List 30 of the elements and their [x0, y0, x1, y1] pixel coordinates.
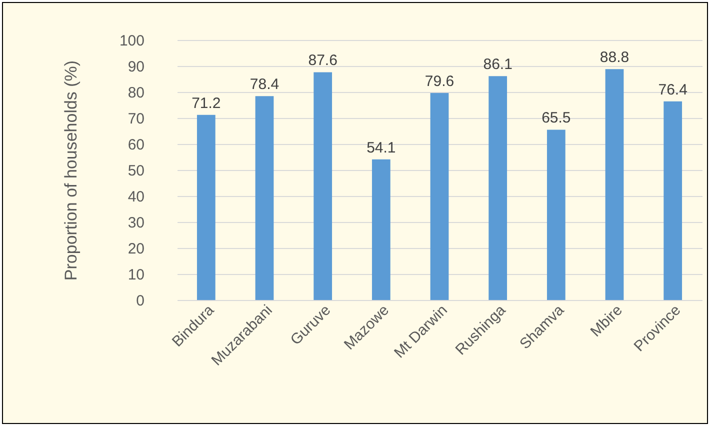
y-tick-label: 30 [128, 214, 144, 232]
y-tick-label: 10 [128, 266, 144, 284]
bar [605, 69, 624, 300]
bar [255, 96, 274, 300]
y-tick-label: 80 [128, 84, 144, 102]
data-label: 65.5 [542, 110, 571, 127]
data-label: 88.8 [600, 49, 630, 66]
y-tick-label: 100 [119, 32, 144, 50]
data-label: 71.2 [192, 94, 221, 112]
bar [314, 72, 332, 300]
bar [488, 76, 508, 300]
data-label: 87.6 [308, 52, 338, 70]
data-label: 78.4 [250, 76, 280, 94]
y-tick-label: 70 [128, 110, 144, 128]
bar [372, 159, 390, 300]
y-tick-label: 0 [136, 292, 144, 310]
y-tick-label: 40 [128, 188, 144, 206]
bar [196, 114, 216, 300]
data-label: 76.4 [658, 81, 688, 98]
data-label: 54.1 [366, 139, 396, 156]
bar [664, 101, 682, 300]
y-tick-label: 20 [128, 240, 144, 258]
bar [430, 93, 449, 300]
y-tick-label: 60 [128, 136, 144, 154]
y-axis-title: Proportion of households (%) [61, 60, 80, 281]
data-label: 86.1 [483, 56, 512, 74]
bar [546, 130, 566, 300]
y-tick-label: 90 [128, 58, 144, 76]
data-label: 79.6 [424, 73, 454, 90]
y-tick-label: 50 [128, 162, 144, 180]
